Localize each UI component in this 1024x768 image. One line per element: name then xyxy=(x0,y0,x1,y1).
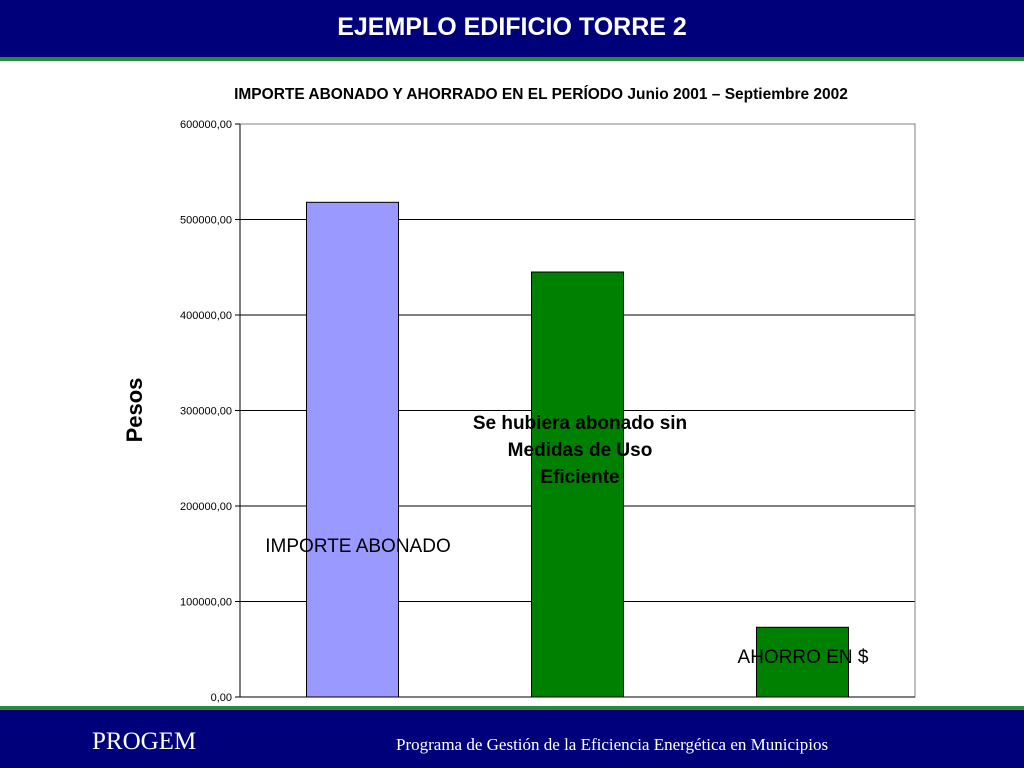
footer-brand: PROGEM xyxy=(92,728,197,755)
annotation-importe-abonado: IMPORTE ABONADO xyxy=(265,536,450,557)
slide-title: EJEMPLO EDIFICIO TORRE 2 xyxy=(337,13,687,41)
bar xyxy=(531,271,624,698)
chart-title: IMPORTE ABONADO Y AHORRADO EN EL PERÍODO… xyxy=(234,86,848,103)
annotation-ahorro: AHORRO EN $ xyxy=(738,647,869,668)
y-axis-ticks: 0,00 100000,00 200000,00 300000,00 400000,00… xyxy=(180,119,240,704)
y-tick-label: 0,00 xyxy=(211,692,232,704)
bar-annotations: IMPORTE ABONADO Se hubiera abonado sin Med… xyxy=(265,413,869,668)
footer-stripe xyxy=(0,706,1024,710)
y-tick-label: 400000,00 xyxy=(180,310,232,322)
bars xyxy=(306,201,849,698)
y-tick-label: 500000,00 xyxy=(180,215,232,227)
header-stripe xyxy=(0,57,1024,61)
bar xyxy=(306,201,399,698)
footer-program-name: Programa de Gestión de la Eficiencia Ene… xyxy=(396,735,829,754)
y-tick-label: 200000,00 xyxy=(180,501,232,513)
y-tick-label: 100000,00 xyxy=(180,597,232,609)
header-bar: EJEMPLO EDIFICIO TORRE 2 xyxy=(0,0,1024,57)
y-tick-label: 600000,00 xyxy=(180,119,232,131)
annotation-sin-medidas: Se hubiera abonado sin Medidas de Uso Efic… xyxy=(473,413,687,488)
y-tick-label: 300000,00 xyxy=(180,406,232,418)
y-axis-label: Pesos xyxy=(122,378,147,443)
footer-bar: PROGEM Programa de Gestión de la Eficien… xyxy=(0,710,1024,768)
